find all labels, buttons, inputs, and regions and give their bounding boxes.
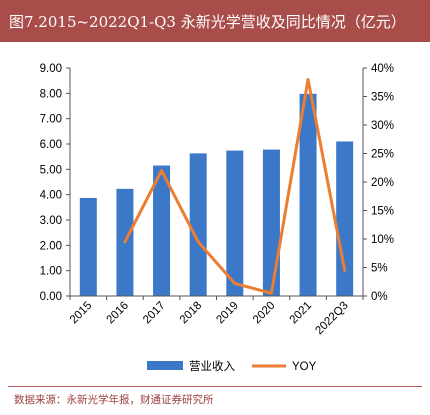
x-tick-label-2015: 2015 bbox=[68, 300, 95, 327]
legend-swatch-revenue bbox=[147, 361, 183, 370]
y-right-tick-label: 30% bbox=[371, 120, 394, 132]
x-tick-label-2019: 2019 bbox=[214, 300, 241, 327]
y-right-tick-label: 10% bbox=[371, 234, 394, 246]
y-left-tick-label: 3.00 bbox=[40, 215, 62, 227]
y-left-tick-label: 0.00 bbox=[40, 291, 62, 303]
legend-label-yoy: YOY bbox=[292, 361, 317, 373]
bar-2021 bbox=[299, 93, 317, 296]
bar-2015 bbox=[79, 197, 97, 296]
bar-2020 bbox=[262, 149, 280, 296]
y-right-tick-label: 5% bbox=[371, 263, 388, 275]
chart-title: 图7.2015~2022Q1-Q3 永新光学营收及同比情况（亿元） bbox=[9, 13, 406, 31]
y-left-tick-label: 6.00 bbox=[40, 139, 62, 151]
y-right-tick-label: 0% bbox=[371, 291, 388, 303]
x-tick-label-2021: 2021 bbox=[288, 300, 315, 327]
y-left-tick-label: 8.00 bbox=[40, 88, 62, 100]
y-left-tick-label: 4.00 bbox=[40, 190, 62, 202]
y-right-tick-label: 25% bbox=[371, 149, 394, 161]
legend-label-revenue: 营业收入 bbox=[189, 359, 235, 373]
title-bar: 图7.2015~2022Q1-Q3 永新光学营收及同比情况（亿元） bbox=[0, 0, 430, 42]
y-left-tick-label: 2.00 bbox=[40, 240, 62, 252]
x-tick-label-2017: 2017 bbox=[141, 300, 168, 327]
bar-2018 bbox=[189, 153, 207, 296]
y-right-tick-label: 40% bbox=[371, 63, 394, 75]
bar-2022Q3 bbox=[336, 141, 354, 296]
x-tick-label-2022Q3: 2022Q3 bbox=[313, 300, 350, 337]
source-note: 数据来源：永新光学年报，财通证券研究所 bbox=[14, 394, 214, 406]
x-tick-label-2018: 2018 bbox=[178, 300, 205, 327]
y-left-tick-label: 1.00 bbox=[40, 266, 62, 278]
x-tick-label-2016: 2016 bbox=[104, 300, 131, 327]
y-right-tick-label: 20% bbox=[371, 177, 394, 189]
y-left-tick-label: 9.00 bbox=[40, 63, 62, 75]
y-right-tick-label: 35% bbox=[371, 92, 394, 104]
x-tick-label-2020: 2020 bbox=[251, 300, 278, 327]
y-left-tick-label: 7.00 bbox=[40, 114, 62, 126]
y-right-tick-label: 15% bbox=[371, 206, 394, 218]
y-left-tick-label: 5.00 bbox=[40, 164, 62, 176]
source-divider bbox=[8, 386, 422, 387]
chart: 0.00 1.00 2.00 3.00 4.00 5.00 6.00 7.00 8.00 9.00… bbox=[40, 63, 394, 373]
bar-2017 bbox=[153, 165, 171, 296]
bar-2019 bbox=[226, 150, 244, 296]
